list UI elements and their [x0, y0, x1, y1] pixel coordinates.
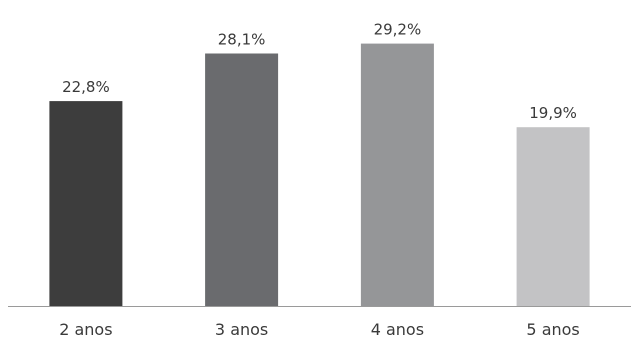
- data-label-1: 22,8%: [62, 78, 110, 96]
- x-tick-label-1: 2 anos: [59, 320, 112, 339]
- data-label-4: 19,9%: [529, 104, 577, 122]
- x-tick-labels: 2 anos 3 anos 4 anos 5 anos: [59, 320, 580, 339]
- data-label-2: 28,1%: [218, 31, 266, 49]
- x-tick-label-4: 5 anos: [526, 320, 579, 339]
- bar-4: [516, 127, 590, 306]
- x-tick-label-3: 4 anos: [371, 320, 424, 339]
- data-labels: 22,8% 28,1% 29,2% 19,9%: [62, 21, 577, 123]
- data-label-3: 29,2%: [374, 21, 422, 39]
- x-tick-label-2: 3 anos: [215, 320, 268, 339]
- bar-1: [49, 101, 123, 306]
- bar-2: [205, 53, 279, 306]
- bars: [49, 43, 590, 306]
- bar-3: [360, 43, 434, 306]
